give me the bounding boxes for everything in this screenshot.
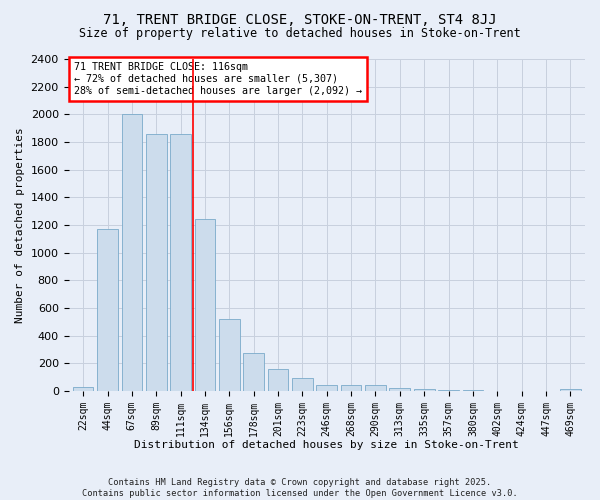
Bar — [316, 384, 337, 391]
X-axis label: Distribution of detached houses by size in Stoke-on-Trent: Distribution of detached houses by size … — [134, 440, 519, 450]
Bar — [341, 386, 361, 391]
Bar — [170, 134, 191, 391]
Y-axis label: Number of detached properties: Number of detached properties — [15, 127, 25, 323]
Text: Contains HM Land Registry data © Crown copyright and database right 2025.
Contai: Contains HM Land Registry data © Crown c… — [82, 478, 518, 498]
Bar — [146, 134, 167, 391]
Bar — [365, 386, 386, 391]
Bar — [389, 388, 410, 391]
Bar — [73, 387, 94, 391]
Bar — [414, 390, 434, 391]
Text: 71 TRENT BRIDGE CLOSE: 116sqm
← 72% of detached houses are smaller (5,307)
28% o: 71 TRENT BRIDGE CLOSE: 116sqm ← 72% of d… — [74, 62, 362, 96]
Bar — [97, 229, 118, 391]
Bar — [560, 389, 581, 391]
Bar — [463, 390, 483, 391]
Text: 71, TRENT BRIDGE CLOSE, STOKE-ON-TRENT, ST4 8JJ: 71, TRENT BRIDGE CLOSE, STOKE-ON-TRENT, … — [103, 12, 497, 26]
Bar — [438, 390, 459, 391]
Bar — [122, 114, 142, 391]
Bar — [292, 378, 313, 391]
Bar — [194, 220, 215, 391]
Bar — [219, 319, 239, 391]
Bar — [268, 370, 289, 391]
Bar — [244, 353, 264, 391]
Text: Size of property relative to detached houses in Stoke-on-Trent: Size of property relative to detached ho… — [79, 28, 521, 40]
